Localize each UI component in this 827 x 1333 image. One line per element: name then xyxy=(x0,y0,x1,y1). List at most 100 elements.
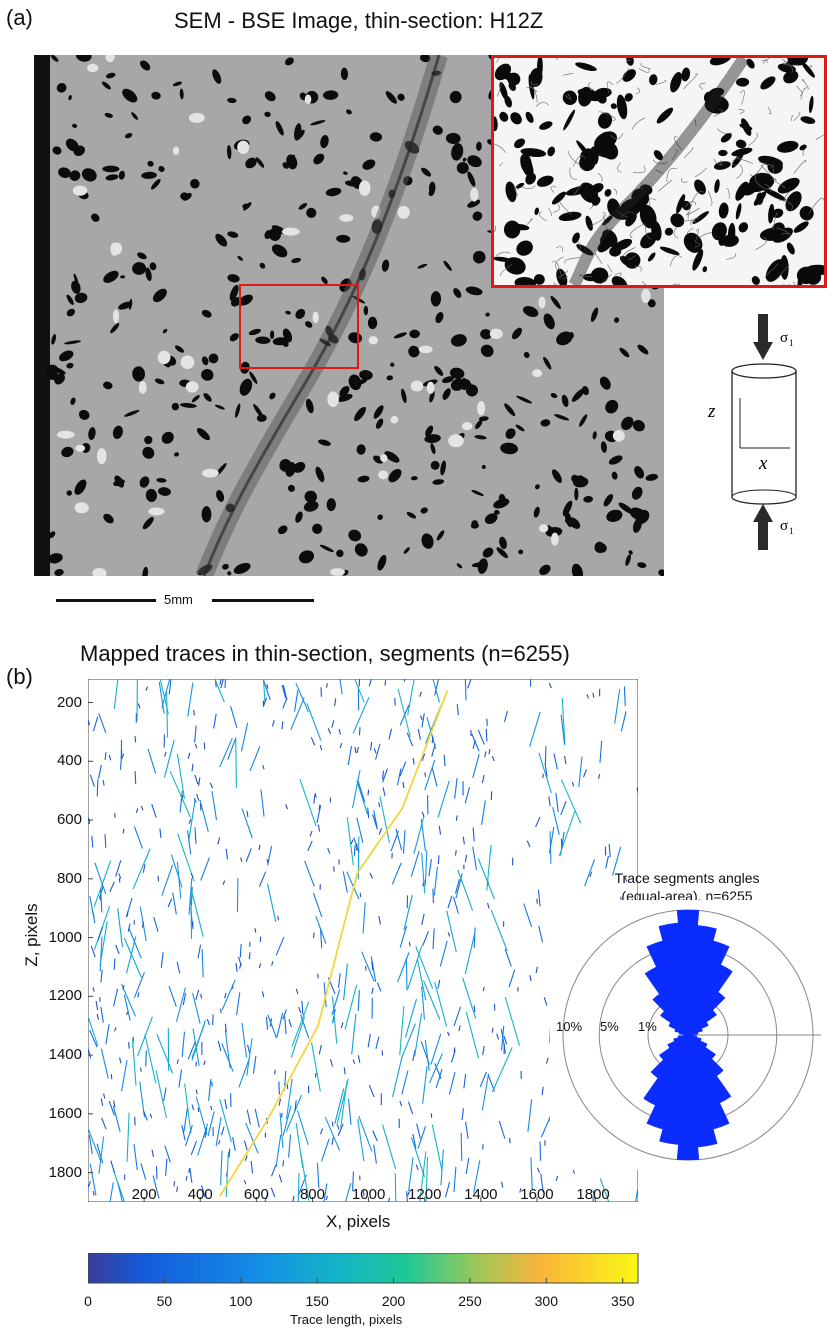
trace-segment xyxy=(357,779,366,803)
trace-segment xyxy=(239,943,242,958)
trace-segment xyxy=(96,779,99,797)
y-axis-label: Z, pixels xyxy=(22,903,41,967)
trace-segment xyxy=(230,706,238,728)
trace-segment xyxy=(560,801,567,816)
trace-segment xyxy=(194,774,199,785)
trace-segment xyxy=(552,807,560,835)
trace-segment xyxy=(465,1157,470,1175)
trace-segment xyxy=(453,1166,457,1193)
trace-segment xyxy=(481,774,485,784)
trace-segment xyxy=(166,690,169,738)
trace-segment xyxy=(275,936,285,956)
trace-segment xyxy=(282,1160,285,1167)
sigma-top-symbol: σ xyxy=(780,330,788,346)
trace-segment xyxy=(399,925,408,948)
trace-segment xyxy=(368,1084,375,1098)
rose-petal xyxy=(676,909,700,1036)
trace-segment xyxy=(542,773,544,779)
trace-segment xyxy=(537,889,541,907)
trace-segment xyxy=(370,956,377,982)
rose-petal xyxy=(687,1034,702,1042)
trace-segment xyxy=(220,679,225,689)
trace-segment xyxy=(89,896,96,924)
trace-segment xyxy=(92,716,99,732)
trace-segment xyxy=(421,753,426,761)
trace-segment xyxy=(416,959,427,1001)
trace-segment xyxy=(103,1093,106,1099)
trace-segment xyxy=(117,908,124,948)
trace-segment xyxy=(382,770,385,780)
trace-segment xyxy=(421,913,425,926)
trace-segment xyxy=(342,871,348,893)
trace-segment xyxy=(599,740,603,763)
trace-segment xyxy=(224,992,227,999)
trace-segment xyxy=(346,817,354,866)
trace-segment xyxy=(415,1164,419,1171)
trace-segment xyxy=(221,1126,225,1136)
trace-segment xyxy=(276,1012,284,1038)
trace-segment xyxy=(611,846,622,876)
trace-segment xyxy=(88,1181,92,1190)
trace-segment xyxy=(163,739,175,778)
trace-segment xyxy=(285,1094,303,1132)
trace-segment xyxy=(599,1178,610,1202)
trace-segment xyxy=(325,1195,328,1201)
trace-segment xyxy=(214,679,225,703)
trace-segment xyxy=(351,1013,357,1055)
trace-segment xyxy=(453,896,459,914)
trace-segment xyxy=(437,855,440,865)
trace-segment xyxy=(178,1069,183,1088)
trace-segment xyxy=(456,704,459,716)
rose-petal xyxy=(667,1034,689,1049)
trace-segment xyxy=(211,791,218,821)
trace-segment xyxy=(471,733,480,752)
trace-segment xyxy=(523,903,533,928)
trace-segment xyxy=(407,1191,410,1196)
trace-segment xyxy=(252,1055,257,1074)
trace-segment xyxy=(431,768,438,787)
trace-segment xyxy=(369,741,373,751)
trace-segment xyxy=(159,828,162,839)
trace-segment xyxy=(361,951,375,982)
trace-segment xyxy=(164,1145,171,1163)
y-tick-label: 1800 xyxy=(48,1163,82,1181)
trace-segment xyxy=(292,1195,295,1202)
trace-segment xyxy=(331,720,335,728)
x-tick-label: 600 xyxy=(243,1186,269,1203)
trace-segment xyxy=(498,1120,506,1139)
trace-segment xyxy=(460,1132,463,1162)
trace-segment xyxy=(488,748,491,755)
trace-segment xyxy=(382,768,388,783)
trace-segment xyxy=(623,686,626,706)
trace-segment xyxy=(112,1169,126,1202)
trace-segment xyxy=(312,892,323,918)
trace-segment xyxy=(477,858,496,900)
trace-segment xyxy=(447,1031,450,1037)
trace-segment xyxy=(207,1111,215,1136)
trace-segment xyxy=(261,991,265,998)
trace-segment xyxy=(89,774,95,787)
trace-segment xyxy=(243,1140,248,1151)
trace-segment xyxy=(327,847,331,854)
x-tick-label: 1600 xyxy=(520,1186,554,1203)
loading-schematic: σ 1 z x σ 1 xyxy=(707,314,797,550)
trace-segment xyxy=(95,1000,99,1011)
trace-segment xyxy=(402,782,405,789)
trace-segment xyxy=(199,799,209,832)
trace-segment xyxy=(339,743,343,749)
sem-zoom-inset xyxy=(491,55,827,288)
trace-segment xyxy=(246,810,249,818)
trace-segment xyxy=(316,805,322,824)
trace-segment xyxy=(191,1024,205,1058)
trace-segment xyxy=(428,1053,443,1084)
trace-segment xyxy=(280,1112,283,1118)
trace-segment xyxy=(503,710,508,723)
y-tick-label: 400 xyxy=(56,752,82,770)
trace-segment xyxy=(119,750,123,770)
trace-segment xyxy=(140,1163,147,1180)
trace-segment xyxy=(195,1096,208,1135)
trace-segment xyxy=(100,888,103,913)
trace-segment xyxy=(238,1057,251,1088)
trace-segment xyxy=(89,1029,98,1048)
trace-segment xyxy=(536,1167,540,1173)
